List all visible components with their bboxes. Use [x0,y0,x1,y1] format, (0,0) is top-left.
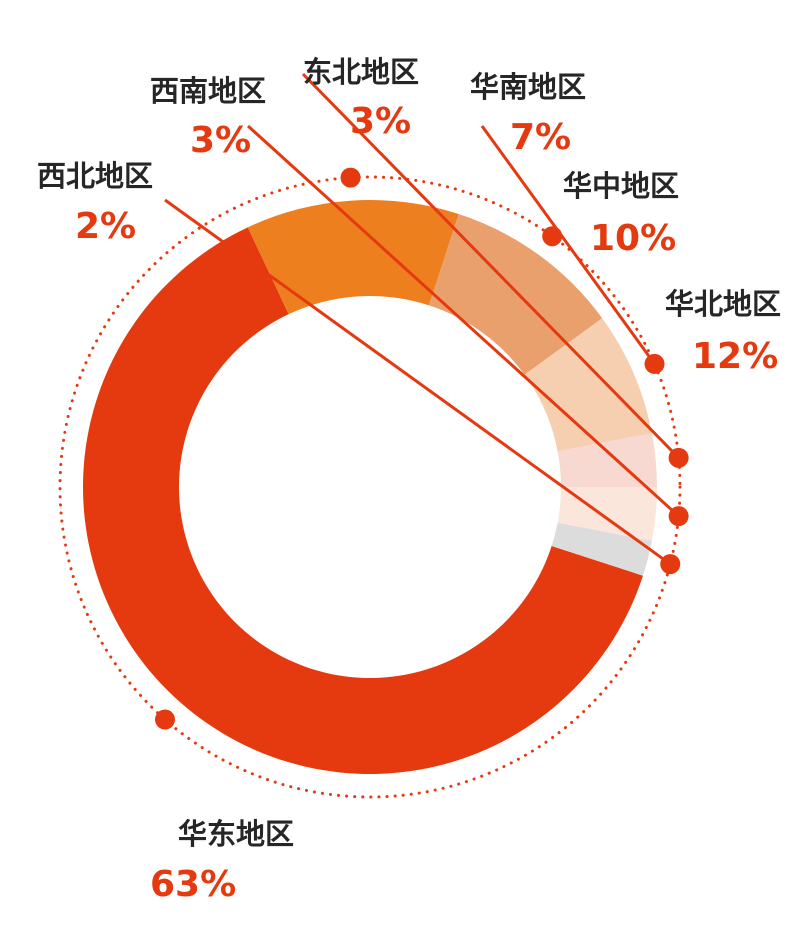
callout-dot-3 [644,353,665,374]
label-pct-0: 63% [150,864,236,905]
slice-3 [524,318,652,452]
callouts [154,72,689,730]
label-region-5: 西南地区 [150,74,266,108]
label-region-6: 西北地区 [37,159,153,193]
leader-line-3 [480,125,656,365]
leader-line-5 [246,124,680,518]
label-pct-3: 7% [510,117,571,158]
callout-dot-5 [668,506,689,527]
leader-line-4 [301,72,680,459]
slice-6 [551,522,652,576]
label-region-2: 华中地区 [563,169,679,203]
label-region-0: 华东地区 [178,817,294,851]
leader-line-6 [164,198,672,566]
slice-0 [83,227,643,774]
label-pct-1: 12% [692,336,778,377]
label-pct-4: 3% [350,101,411,142]
slice-1 [247,200,459,315]
donut-slices [83,200,657,774]
label-region-1: 华北地区 [665,287,781,321]
label-pct-6: 2% [75,206,136,247]
slice-labels: 华东地区 63% 华北地区 12% 华中地区 10% 华南地区 7% 东北地区 … [37,55,781,905]
dotted-guide-ring [58,175,682,799]
label-pct-5: 3% [190,120,251,161]
label-region-4: 东北地区 [303,55,419,89]
callout-dot-2 [542,226,563,247]
callout-dot-0 [154,709,175,730]
callout-dot-6 [660,554,681,575]
callout-dot-1 [340,167,361,188]
label-region-3: 华南地区 [470,70,586,104]
callout-dot-4 [668,447,689,468]
label-pct-2: 10% [590,218,676,259]
